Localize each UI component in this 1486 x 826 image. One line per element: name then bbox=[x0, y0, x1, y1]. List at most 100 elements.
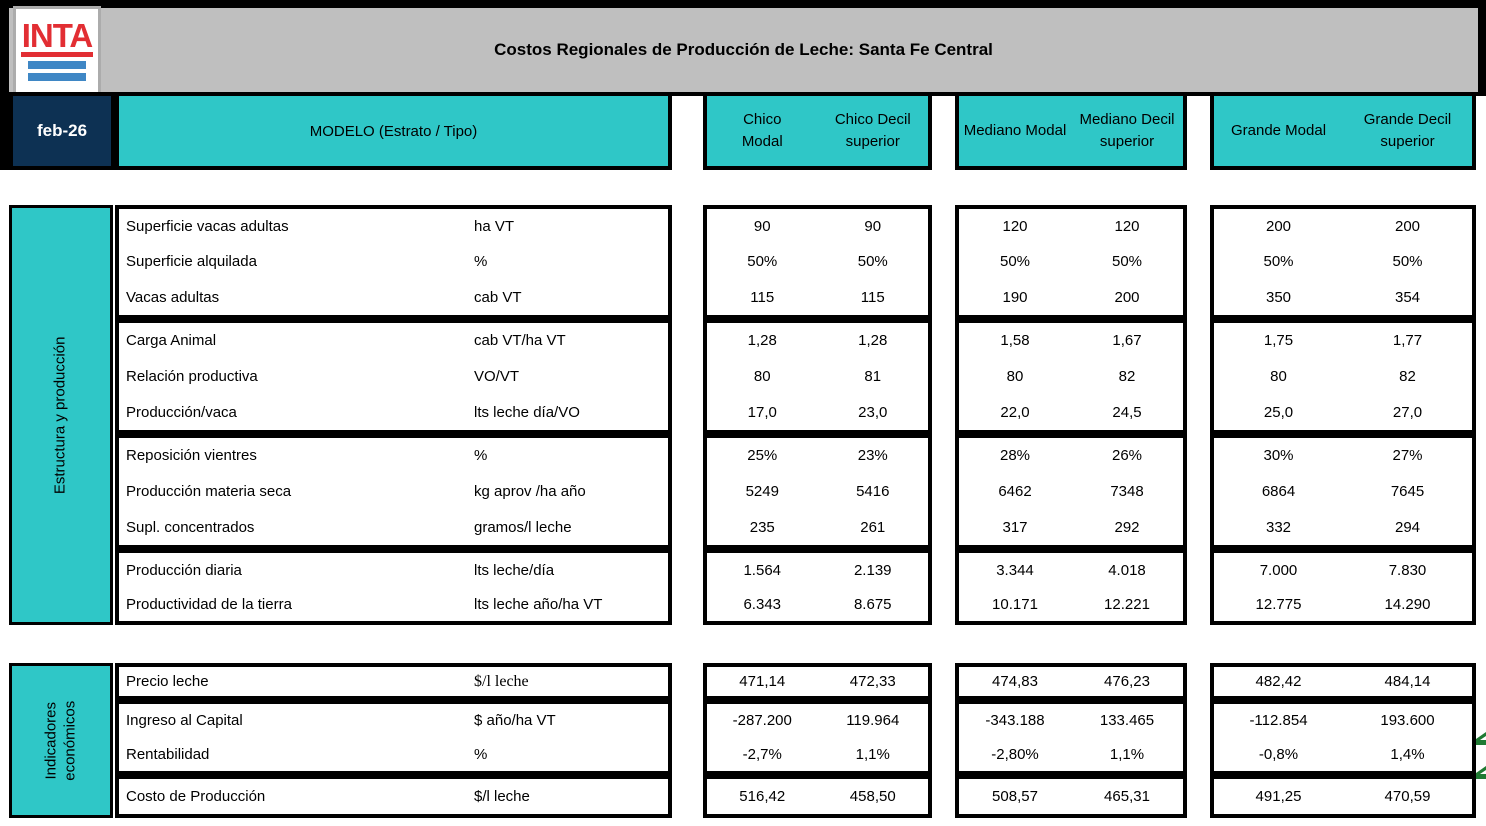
value-cell[interactable]: 50% bbox=[1263, 253, 1294, 271]
value-cell[interactable]: 50% bbox=[747, 253, 778, 271]
value-cell[interactable]: 474,83 bbox=[992, 673, 1038, 690]
column-header-chico-decil[interactable]: Chico Decil superior bbox=[834, 110, 911, 151]
value-cell[interactable]: 80 bbox=[753, 368, 771, 385]
value-cell[interactable]: 1,67 bbox=[1112, 332, 1142, 350]
value-cell[interactable]: 332 bbox=[1265, 518, 1292, 536]
value-cell[interactable]: 120 bbox=[1114, 218, 1140, 236]
column-header-mediano-modal[interactable]: Mediano Modal bbox=[963, 121, 1067, 139]
value-cell[interactable]: 6864 bbox=[1261, 483, 1296, 500]
row-unit-cell[interactable]: cab VT bbox=[474, 288, 522, 306]
row-unit-cell[interactable]: $/l leche bbox=[474, 788, 530, 805]
row-unit-cell[interactable]: % bbox=[474, 745, 488, 763]
column-header-grande-decil[interactable]: Grande Decil superior bbox=[1363, 110, 1452, 151]
value-cell[interactable]: 1,75 bbox=[1263, 332, 1294, 350]
row-unit-cell[interactable]: % bbox=[474, 447, 488, 465]
value-cell[interactable]: 200 bbox=[1394, 218, 1421, 236]
row-label-cell[interactable]: Ingreso al Capital bbox=[126, 712, 243, 730]
value-cell[interactable]: -0,8% bbox=[1258, 745, 1299, 763]
row-label-cell[interactable]: Reposición vientres bbox=[126, 447, 257, 465]
value-cell[interactable]: 50% bbox=[1111, 253, 1143, 271]
value-cell[interactable]: 5249 bbox=[745, 483, 779, 500]
row-label-cell[interactable]: Relación productiva bbox=[126, 368, 258, 385]
value-cell[interactable]: 10.171 bbox=[992, 595, 1038, 613]
value-cell[interactable]: 23% bbox=[857, 447, 888, 465]
value-cell[interactable]: 27% bbox=[1392, 447, 1423, 465]
value-cell[interactable]: 90 bbox=[753, 218, 771, 236]
value-cell[interactable]: 50% bbox=[857, 253, 888, 271]
value-cell[interactable]: 484,14 bbox=[1384, 673, 1431, 690]
value-cell[interactable]: 26% bbox=[1111, 447, 1143, 465]
header-group-grande[interactable]: Grande Modal Grande Decil superior bbox=[1210, 92, 1476, 170]
value-cell[interactable]: -2,80% bbox=[991, 745, 1039, 763]
value-cell[interactable]: 23,0 bbox=[858, 403, 888, 421]
row-unit-cell[interactable]: cab VT/ha VT bbox=[474, 332, 566, 350]
value-cell[interactable]: 200 bbox=[1114, 288, 1140, 306]
value-cell[interactable]: 317 bbox=[1002, 518, 1028, 536]
model-header-cell[interactable]: MODELO (Estrato / Tipo) bbox=[115, 92, 672, 170]
row-unit-cell[interactable]: gramos/l leche bbox=[474, 518, 572, 536]
row-unit-cell[interactable]: ha VT bbox=[474, 218, 515, 236]
value-cell[interactable]: 200 bbox=[1265, 218, 1292, 236]
row-label-cell[interactable]: Rentabilidad bbox=[126, 745, 210, 763]
date-cell[interactable]: feb-26 bbox=[9, 92, 115, 170]
value-cell[interactable]: 4.018 bbox=[1108, 561, 1146, 579]
value-cell[interactable]: 476,23 bbox=[1104, 673, 1150, 690]
row-unit-cell[interactable]: $/l leche bbox=[474, 672, 529, 690]
value-cell[interactable]: 292 bbox=[1114, 518, 1140, 536]
value-cell[interactable]: 1,4% bbox=[1390, 745, 1425, 763]
row-label-cell[interactable]: Producción materia seca bbox=[126, 483, 292, 500]
value-cell[interactable]: 1,28 bbox=[858, 332, 888, 350]
value-cell[interactable]: 90 bbox=[864, 218, 882, 236]
row-label-cell[interactable]: Costo de Producción bbox=[126, 788, 266, 805]
value-cell[interactable]: 133.465 bbox=[1099, 712, 1155, 730]
value-cell[interactable]: 1.564 bbox=[743, 561, 782, 579]
value-cell[interactable]: -2,7% bbox=[742, 745, 782, 763]
value-cell[interactable]: 294 bbox=[1394, 518, 1421, 536]
value-cell[interactable]: 1,28 bbox=[747, 332, 777, 350]
value-cell[interactable]: 471,14 bbox=[739, 673, 786, 690]
value-cell[interactable]: 82 bbox=[1399, 368, 1416, 385]
column-header-grande-modal[interactable]: Grande Modal bbox=[1230, 121, 1327, 139]
value-cell[interactable]: 22,0 bbox=[1000, 403, 1030, 421]
value-cell[interactable]: 235 bbox=[749, 518, 775, 536]
row-unit-cell[interactable]: $ año/ha VT bbox=[474, 712, 556, 730]
value-cell[interactable]: -343.188 bbox=[985, 712, 1045, 730]
value-cell[interactable]: 50% bbox=[999, 253, 1031, 271]
column-header-chico-modal[interactable]: Chico Modal bbox=[741, 110, 783, 151]
value-cell[interactable]: 482,42 bbox=[1255, 673, 1302, 690]
value-cell[interactable]: 458,50 bbox=[849, 788, 896, 805]
value-cell[interactable]: 24,5 bbox=[1112, 403, 1142, 421]
value-cell[interactable]: 1,58 bbox=[1000, 332, 1030, 350]
value-cell[interactable]: 470,59 bbox=[1384, 788, 1431, 805]
value-cell[interactable]: -112.854 bbox=[1249, 712, 1308, 730]
value-cell[interactable]: 472,33 bbox=[849, 673, 896, 690]
value-cell[interactable]: 7348 bbox=[1110, 483, 1144, 500]
value-cell[interactable]: 50% bbox=[1392, 253, 1423, 271]
value-cell[interactable]: 25,0 bbox=[1263, 403, 1294, 421]
value-cell[interactable]: 465,31 bbox=[1104, 788, 1150, 805]
row-unit-cell[interactable]: kg aprov /ha año bbox=[474, 483, 586, 500]
value-cell[interactable]: 354 bbox=[1394, 288, 1421, 306]
row-label-cell[interactable]: Superficie alquilada bbox=[126, 253, 257, 271]
value-cell[interactable]: 80 bbox=[1270, 368, 1287, 385]
row-label-cell[interactable]: Productividad de la tierra bbox=[126, 595, 292, 613]
value-cell[interactable]: 1,77 bbox=[1392, 332, 1423, 350]
value-cell[interactable]: 27,0 bbox=[1392, 403, 1423, 421]
row-label-cell[interactable]: Vacas adultas bbox=[126, 288, 220, 306]
value-cell[interactable]: 350 bbox=[1265, 288, 1292, 306]
row-label-cell[interactable]: Producción diaria bbox=[126, 561, 242, 579]
value-cell[interactable]: 7.830 bbox=[1388, 561, 1427, 579]
value-cell[interactable]: 8.675 bbox=[853, 595, 892, 613]
row-unit-cell[interactable]: lts leche día/VO bbox=[474, 403, 580, 421]
header-group-chico[interactable]: Chico Modal Chico Decil superior bbox=[703, 92, 932, 170]
row-label-cell[interactable]: Producción/vaca bbox=[126, 403, 237, 421]
row-label-cell[interactable]: Superficie vacas adultas bbox=[126, 218, 289, 236]
value-cell[interactable]: 261 bbox=[860, 518, 886, 536]
row-label-cell[interactable]: Carga Animal bbox=[126, 332, 217, 350]
value-cell[interactable]: 190 bbox=[1002, 288, 1028, 306]
row-unit-cell[interactable]: % bbox=[474, 253, 488, 271]
value-cell[interactable]: 28% bbox=[999, 447, 1031, 465]
value-cell[interactable]: 7.000 bbox=[1259, 561, 1298, 579]
value-cell[interactable]: 115 bbox=[750, 288, 775, 306]
value-cell[interactable]: 6462 bbox=[998, 483, 1032, 500]
